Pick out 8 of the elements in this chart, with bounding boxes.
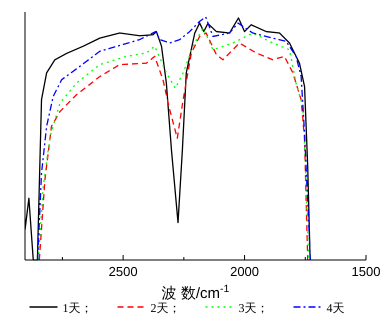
legend-label: 4天 (326, 301, 344, 315)
x-axis-title: 波 数/cm$^{-1}$ (162, 283, 230, 302)
x-tick-label: 2000 (230, 264, 260, 279)
legend-label: 1天； (62, 301, 92, 315)
x-tick-label: 2500 (108, 264, 138, 279)
legend-label: 2天； (150, 301, 180, 315)
legend-label: 3天； (238, 301, 268, 315)
x-tick-label: 1500 (352, 264, 380, 279)
